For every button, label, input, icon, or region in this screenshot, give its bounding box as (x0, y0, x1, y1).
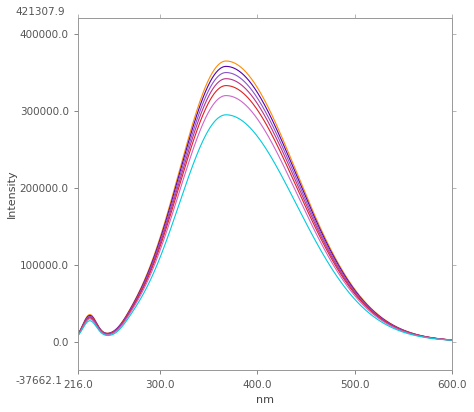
Y-axis label: Intensity: Intensity (7, 170, 17, 218)
X-axis label: nm: nm (256, 395, 274, 405)
Text: -37662.1: -37662.1 (15, 376, 62, 386)
Text: 421307.9: 421307.9 (15, 7, 65, 17)
